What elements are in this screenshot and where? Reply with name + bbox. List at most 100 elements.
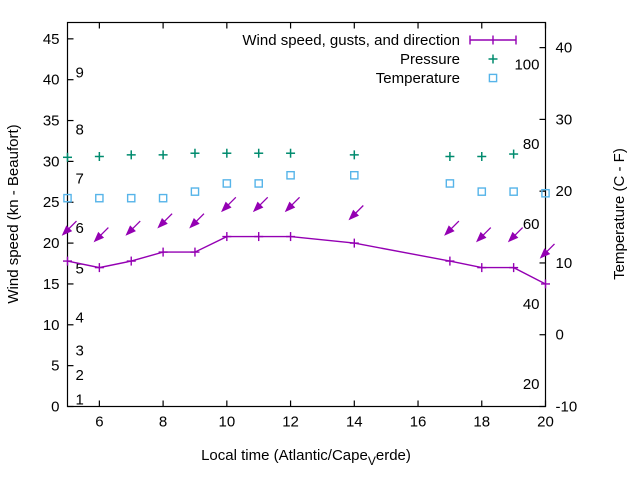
pressure-point bbox=[222, 148, 232, 158]
pressure-point bbox=[254, 148, 264, 158]
fahrenheit-level-label: 60 bbox=[523, 216, 540, 233]
beaufort-level-label: 5 bbox=[76, 261, 84, 278]
x-axis-title-part-b: erde) bbox=[376, 447, 411, 464]
fahrenheit-level-label: 100 bbox=[514, 56, 539, 73]
wind-direction-arrow bbox=[221, 196, 237, 213]
wind-direction-arrow bbox=[252, 196, 269, 213]
wind-speed-point bbox=[126, 256, 136, 266]
legend-label: Temperature bbox=[376, 70, 460, 87]
wind-direction-arrow bbox=[189, 213, 205, 229]
fahrenheit-scale-labels: 20 40 60 80 100 bbox=[514, 56, 539, 392]
y-tick-label: 15 bbox=[43, 276, 60, 293]
y-tick-label: 45 bbox=[43, 31, 60, 48]
y-tick-label: 35 bbox=[43, 113, 60, 130]
beaufort-level-label: 3 bbox=[76, 342, 84, 359]
beaufort-level-label: 6 bbox=[76, 220, 84, 237]
x-tick-label: 18 bbox=[473, 414, 490, 431]
y-axis-right: -10 0 10 20 30 40 bbox=[539, 40, 578, 416]
beaufort-level-label: 1 bbox=[76, 391, 84, 408]
legend-label: Wind speed, gusts, and direction bbox=[242, 32, 460, 49]
beaufort-level-label: 9 bbox=[76, 65, 84, 82]
pressure-point bbox=[477, 151, 487, 161]
wind-direction-arrow bbox=[93, 227, 109, 243]
y2-tick-label: 40 bbox=[556, 40, 573, 57]
series-pressure bbox=[63, 148, 519, 162]
pressure-point bbox=[445, 151, 455, 161]
series-temperature bbox=[63, 170, 550, 203]
y-tick-label: 40 bbox=[43, 72, 60, 89]
wind-speed-point bbox=[158, 247, 168, 257]
fahrenheit-level-label: 20 bbox=[523, 376, 540, 393]
temperature-point bbox=[222, 179, 232, 188]
y2-tick-label: -10 bbox=[556, 399, 578, 416]
legend-sample-wind bbox=[469, 35, 517, 45]
y-axis-right-title: Temperature (C - F) bbox=[611, 148, 628, 280]
temperature-point bbox=[477, 187, 487, 196]
pressure-point bbox=[158, 150, 168, 160]
wind-speed-point bbox=[94, 263, 104, 273]
pressure-point bbox=[63, 152, 72, 162]
wind-speed-point bbox=[541, 279, 550, 289]
wind-direction-arrow bbox=[157, 213, 173, 229]
beaufort-scale-labels: 1 2 3 4 5 6 7 8 9 bbox=[76, 65, 84, 409]
temperature-point bbox=[190, 187, 200, 196]
legend-sample-temperature bbox=[488, 73, 498, 83]
beaufort-level-label: 8 bbox=[76, 122, 84, 139]
x-axis-title: Local time (Atlantic/CapeVerde) bbox=[201, 447, 411, 468]
pressure-point bbox=[509, 149, 519, 159]
pressure-point bbox=[190, 148, 200, 158]
x-tick-label: 6 bbox=[95, 414, 103, 431]
y-tick-label: 20 bbox=[43, 235, 60, 252]
x-tick-label: 10 bbox=[218, 414, 235, 431]
pressure-point bbox=[286, 148, 296, 158]
series-wind-direction-arrows bbox=[61, 196, 555, 259]
temperature-point bbox=[126, 193, 136, 203]
x-tick-label: 12 bbox=[282, 414, 299, 431]
wind-speed-point bbox=[477, 263, 487, 273]
y-tick-label: 10 bbox=[43, 317, 60, 334]
y2-tick-label: 10 bbox=[556, 255, 573, 272]
y-tick-label: 30 bbox=[43, 153, 60, 170]
y-tick-label: 5 bbox=[51, 358, 59, 375]
wind-speed-point bbox=[509, 263, 519, 273]
x-axis-bottom: 6 8 10 12 14 16 18 20 bbox=[95, 400, 554, 431]
wind-direction-arrow bbox=[539, 243, 555, 259]
chart-legend: Wind speed, gusts, and direction Pressure… bbox=[242, 32, 517, 87]
y2-tick-label: 20 bbox=[556, 183, 573, 200]
temperature-point bbox=[63, 193, 72, 203]
beaufort-level-label: 2 bbox=[76, 367, 84, 384]
legend-sample-pressure bbox=[488, 54, 498, 64]
beaufort-level-label: 4 bbox=[76, 310, 84, 327]
pressure-point bbox=[349, 150, 359, 160]
y2-tick-label: 0 bbox=[556, 327, 564, 344]
fahrenheit-level-label: 40 bbox=[523, 296, 540, 313]
wind-direction-arrow bbox=[348, 205, 364, 221]
beaufort-level-label: 7 bbox=[76, 171, 84, 188]
temperature-point bbox=[445, 179, 455, 188]
x-axis-top bbox=[98, 22, 547, 29]
y-tick-label: 25 bbox=[43, 194, 60, 211]
pressure-point bbox=[94, 151, 104, 161]
temperature-point bbox=[541, 188, 550, 198]
wind-speed-point bbox=[222, 232, 232, 242]
y-tick-label: 0 bbox=[51, 399, 59, 416]
series-wind-speed bbox=[63, 232, 550, 289]
wind-speed-point bbox=[254, 232, 264, 242]
x-axis-title-subscript: V bbox=[368, 454, 376, 468]
fahrenheit-level-label: 80 bbox=[523, 136, 540, 153]
temperature-point bbox=[509, 187, 518, 196]
legend-label: Pressure bbox=[400, 51, 460, 68]
temperature-point bbox=[286, 170, 295, 180]
x-tick-label: 8 bbox=[159, 414, 167, 431]
x-axis-title-part-a: Local time (Atlantic/Cape bbox=[201, 447, 368, 464]
wind-direction-arrow bbox=[125, 220, 141, 236]
wind-direction-arrow bbox=[61, 220, 77, 236]
temperature-point bbox=[350, 170, 359, 180]
x-tick-label: 14 bbox=[346, 414, 363, 431]
temperature-point bbox=[158, 193, 168, 203]
y-axis-left: 0 5 10 15 20 25 30 35 40 45 bbox=[43, 31, 74, 416]
temperature-point bbox=[254, 179, 264, 188]
wind-direction-arrow bbox=[444, 220, 460, 236]
pressure-point bbox=[126, 150, 136, 160]
